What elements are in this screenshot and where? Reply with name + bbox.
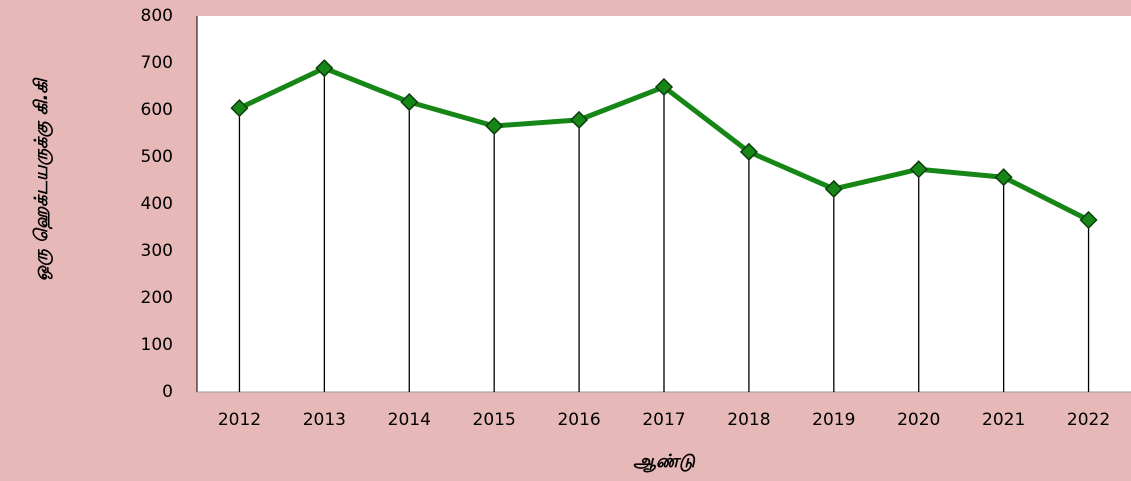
y-tick-label: 800	[141, 6, 173, 26]
y-tick-label: 300	[141, 241, 173, 261]
y-tick-label: 500	[141, 147, 173, 167]
data-point	[824, 179, 843, 199]
x-tick-label: 2013	[303, 410, 346, 430]
x-axis-title: ஆண்டு	[633, 451, 697, 473]
data-point	[230, 99, 249, 118]
x-tick-label: 2019	[812, 410, 855, 430]
data-point	[739, 142, 758, 161]
data-point	[994, 168, 1013, 187]
y-tick-label: 200	[141, 288, 173, 308]
x-tick-label: 2021	[982, 410, 1025, 430]
x-tick-label: 2017	[642, 410, 685, 430]
y-tick-label: 700	[141, 53, 173, 73]
x-tick-label: 2014	[388, 410, 431, 430]
y-tick-label: 400	[141, 194, 173, 214]
data-point	[315, 59, 334, 78]
data-point	[1079, 210, 1098, 230]
data-point	[909, 160, 928, 179]
data-point	[400, 92, 419, 112]
y-tick-label: 600	[141, 100, 173, 120]
data-point	[570, 110, 589, 129]
data-point	[654, 77, 674, 97]
x-tick-label: 2018	[727, 410, 770, 430]
y-tick-label: 0	[162, 382, 173, 402]
y-axis-title: ஒரு ஹெக்டயருக்கு கி.கி	[31, 77, 53, 281]
x-tick-label: 2015	[473, 410, 516, 430]
data-point	[485, 116, 504, 136]
x-tick-label: 2016	[557, 410, 600, 430]
y-tick-label: 100	[141, 335, 173, 355]
x-tick-label: 2012	[218, 410, 261, 430]
x-tick-label: 2020	[897, 410, 940, 430]
x-tick-label: 2022	[1067, 410, 1110, 430]
